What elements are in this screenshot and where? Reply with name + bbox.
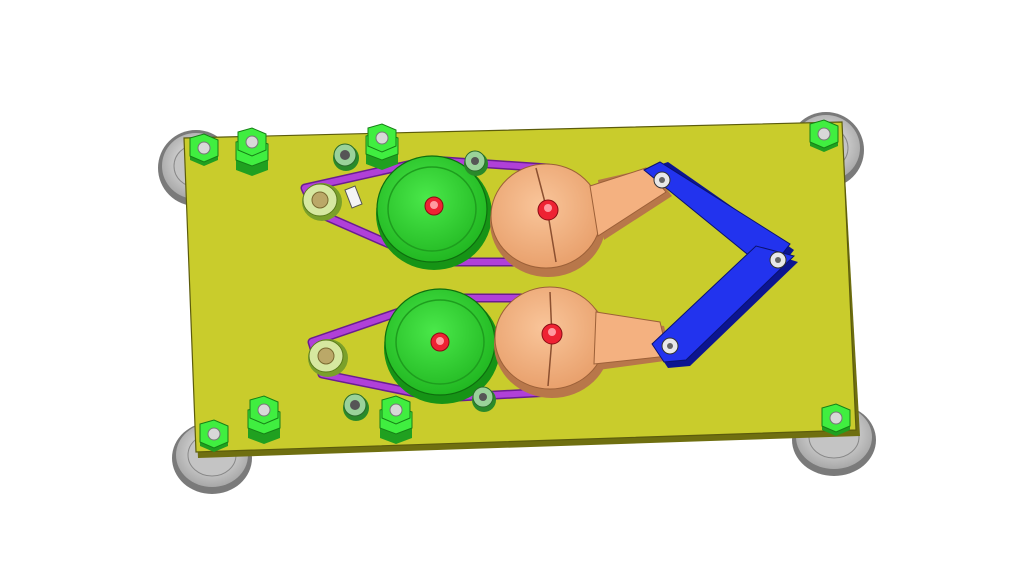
link-arm-upper: [643, 161, 794, 268]
idler-pulley-lower: [308, 339, 348, 377]
idler-pulley-upper: [302, 183, 363, 221]
hex-nut-corner-top-left: [189, 133, 219, 166]
bolt-head-upper-a: [333, 143, 359, 171]
hex-nut-stack-lower-left: [247, 395, 281, 444]
hex-nut-stack-upper-center: [365, 123, 399, 170]
bolt-head-upper-b: [464, 150, 488, 176]
hex-nut-corner-top-right: [809, 119, 839, 152]
hex-nut-stack-lower-center: [379, 395, 413, 444]
bolt-head-lower-b: [472, 386, 496, 412]
drive-pulley-lower: [384, 288, 500, 404]
cam-disks: [490, 163, 672, 398]
hex-nut-stack-upper-left: [235, 127, 269, 176]
drive-pulley-upper: [376, 155, 492, 270]
hex-nuts: [189, 119, 851, 452]
linkage-arms: [643, 161, 798, 368]
idler-pulleys: [302, 183, 363, 377]
cam-disk-upper: [490, 163, 672, 277]
hex-nut-corner-bottom-left: [199, 419, 229, 452]
bolt-head-lower-a: [343, 393, 369, 421]
hex-nut-corner-bottom-right: [821, 403, 851, 436]
drive-pulleys: [376, 155, 500, 404]
link-arm-lower: [651, 245, 798, 368]
cam-disk-lower: [494, 286, 672, 398]
